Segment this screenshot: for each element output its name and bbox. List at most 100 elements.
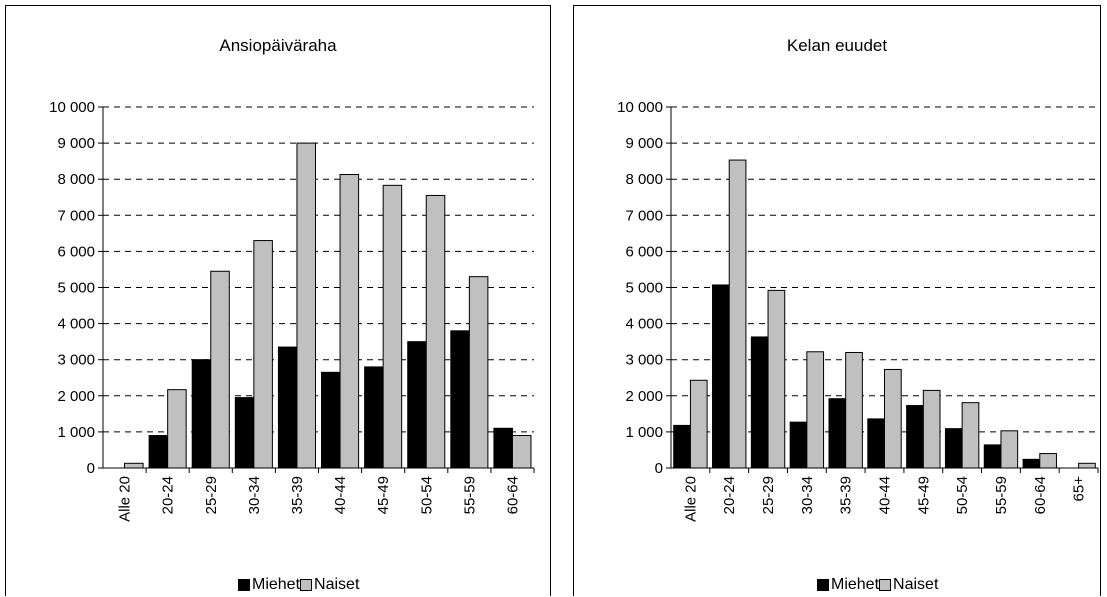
bar-naiset <box>253 240 273 469</box>
y-tick-label: 7 000 <box>625 207 663 224</box>
y-tick-label: 8 000 <box>625 171 663 188</box>
x-tick-label: 60-64 <box>504 476 521 514</box>
y-tick-label: 2 000 <box>57 388 95 405</box>
bar-naiset <box>382 184 403 469</box>
y-tick-label: 10 000 <box>49 99 95 116</box>
x-tick-label: 30-34 <box>246 476 263 514</box>
bar-miehet <box>828 398 847 469</box>
y-tick-label: 9 000 <box>625 135 663 152</box>
bar-miehet <box>277 346 298 469</box>
bar-miehet <box>750 336 769 469</box>
x-tick-label: 45-49 <box>375 476 392 514</box>
legend-item-naiset: Naiset <box>300 576 359 594</box>
chart-panel-kelan-euudet: 0 1 000 2 000 3 000 4 000 5 000 6 000 7 000 8 00… <box>573 5 1101 596</box>
x-tick-label: 25-29 <box>760 476 777 514</box>
chart-title: Ansiopäiväraha <box>219 36 337 55</box>
x-tick-label: 45-49 <box>915 476 932 514</box>
bar-naiset <box>1078 462 1096 469</box>
x-tick-label: 50-54 <box>418 476 435 514</box>
bar-naiset <box>922 389 941 469</box>
bar-miehet <box>673 424 691 469</box>
x-tick-label: 50-54 <box>954 476 971 514</box>
bar-naiset <box>339 174 360 469</box>
x-tick-label: 40-44 <box>332 476 349 514</box>
bar-naiset <box>425 194 446 469</box>
y-tick-label: 3 000 <box>57 352 95 369</box>
x-tick-label: 35-39 <box>289 476 306 514</box>
chart-legend: Miehet Naiset <box>238 574 359 596</box>
y-tick-label: 2 000 <box>625 388 663 405</box>
bar-miehet <box>867 418 886 469</box>
bar-miehet <box>407 341 427 469</box>
legend-swatch-miehet <box>817 579 829 591</box>
bar-naiset <box>689 379 708 469</box>
x-tick-label: Alle 20 <box>117 476 134 522</box>
bar-miehet <box>906 405 924 469</box>
y-tick-label: 1 000 <box>57 424 95 441</box>
bar-chart-ansiopaivaraha: 0 1 000 2 000 3 000 4 000 5 000 6 000 7 000 8 00… <box>49 99 535 522</box>
bar-miehet <box>191 359 212 469</box>
bar-naiset <box>1000 430 1019 469</box>
y-tick-label: 5 000 <box>57 280 95 297</box>
legend-label-naiset: Naiset <box>893 576 939 593</box>
bar-miehet <box>983 444 1002 469</box>
y-tick-label: 0 <box>655 460 663 477</box>
legend-swatch-naiset <box>300 579 313 591</box>
bar-miehet <box>234 397 255 469</box>
x-tick-label: 20-24 <box>721 476 738 514</box>
y-tick-label: 0 <box>87 460 95 477</box>
bar-naiset <box>1039 453 1057 469</box>
chart-legend: Miehet Naiset <box>817 574 938 596</box>
bar-naiset <box>167 389 187 469</box>
y-tick-label: 1 000 <box>625 424 663 441</box>
legend-item-naiset: Naiset <box>879 576 938 594</box>
bar-naiset <box>806 351 825 469</box>
y-tick-label: 8 000 <box>57 171 95 188</box>
bar-naiset <box>468 276 489 469</box>
y-tick-label: 4 000 <box>57 316 95 333</box>
bar-miehet <box>364 366 384 469</box>
x-tick-label: 55-59 <box>461 476 478 514</box>
bar-miehet <box>493 427 513 469</box>
bar-naiset <box>767 289 786 469</box>
legend-label-naiset: Naiset <box>314 576 360 593</box>
legend-label-miehet: Miehet <box>831 576 880 593</box>
bar-miehet <box>789 421 808 469</box>
bar-naiset <box>961 402 980 469</box>
legend-label-miehet: Miehet <box>252 576 301 593</box>
x-tick-label: 25-29 <box>203 476 220 514</box>
legend-item-miehet: Miehet <box>238 576 300 594</box>
y-tick-label: 7 000 <box>57 207 95 224</box>
bar-naiset <box>884 368 902 469</box>
x-tick-label: 55-59 <box>993 476 1010 514</box>
y-tick-label: 6 000 <box>625 243 663 260</box>
legend-swatch-naiset <box>879 579 892 591</box>
y-tick-label: 4 000 <box>625 316 663 333</box>
bar-miehet <box>321 371 341 469</box>
x-tick-label: 60-64 <box>1032 476 1049 514</box>
legend-swatch-miehet <box>238 579 250 591</box>
x-tick-label: 20-24 <box>160 476 177 514</box>
bar-naiset <box>845 351 863 469</box>
bar-miehet <box>148 435 169 469</box>
bar-naiset <box>124 462 144 469</box>
legend-item-miehet: Miehet <box>817 576 879 594</box>
y-tick-label: 10 000 <box>617 99 663 116</box>
bar-miehet <box>450 330 470 469</box>
bar-miehet <box>944 428 963 469</box>
y-tick-label: 3 000 <box>625 352 663 369</box>
x-tick-label: 40-44 <box>877 476 894 514</box>
bar-naiset <box>210 270 230 469</box>
bar-miehet <box>1022 458 1041 469</box>
bar-naiset <box>511 435 532 469</box>
bar-naiset <box>728 159 747 469</box>
bar-chart-kelan-euudet: 0 1 000 2 000 3 000 4 000 5 000 6 000 7 000 8 00… <box>617 99 1099 522</box>
y-tick-label: 5 000 <box>625 280 663 297</box>
x-tick-label: Alle 20 <box>682 476 699 522</box>
y-tick-label: 9 000 <box>57 135 95 152</box>
chart-title: Kelan euudet <box>786 36 888 55</box>
chart-panel-ansiopaivaraha: 0 1 000 2 000 3 000 4 000 5 000 6 000 7 000 8 00… <box>5 5 551 596</box>
x-tick-label: 35-39 <box>838 476 855 514</box>
bar-naiset <box>296 142 316 469</box>
y-tick-label: 6 000 <box>57 243 95 260</box>
